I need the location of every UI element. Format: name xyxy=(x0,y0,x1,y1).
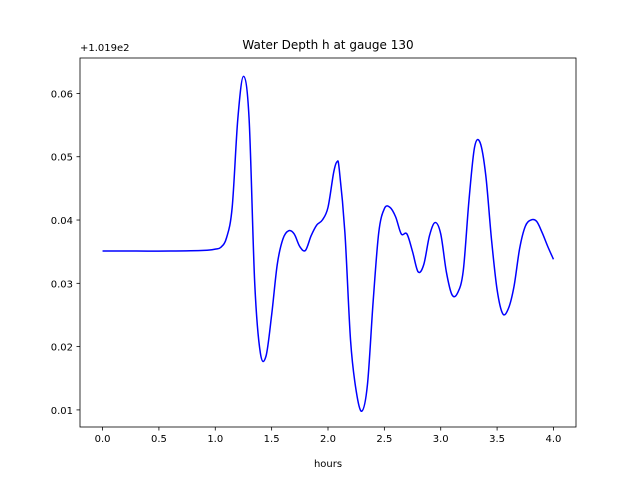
x-tick-label: 3.5 xyxy=(489,434,505,445)
chart-title: Water Depth h at gauge 130 xyxy=(242,38,413,52)
x-tick-label: 3.0 xyxy=(433,434,449,445)
x-axis-label: hours xyxy=(314,459,342,470)
x-tick-label: 2.5 xyxy=(376,434,392,445)
y-tick-label: 0.05 xyxy=(51,153,73,164)
x-tick-label: 4.0 xyxy=(546,434,562,445)
y-tick-label: 0.06 xyxy=(51,89,73,100)
y-tick-label: 0.04 xyxy=(51,216,73,227)
x-tick-label: 2.0 xyxy=(320,434,336,445)
y-tick-label: 0.01 xyxy=(51,406,73,417)
y-axis-offset-label: +1.019e2 xyxy=(80,43,130,54)
y-tick-label: 0.03 xyxy=(51,279,73,290)
x-tick-label: 0.0 xyxy=(95,434,111,445)
plot-area: 0.0 0.5 1.0 1.5 2.0 2.5 3.0 3.5 4.0 0.01 0.02 0.03 0… xyxy=(51,57,577,445)
x-tick-label: 0.5 xyxy=(151,434,167,445)
y-tick-label: 0.02 xyxy=(51,343,73,354)
series-line-0 xyxy=(102,75,555,412)
x-tick-label: 1.5 xyxy=(264,434,280,445)
x-tick-label: 1.0 xyxy=(207,434,223,445)
